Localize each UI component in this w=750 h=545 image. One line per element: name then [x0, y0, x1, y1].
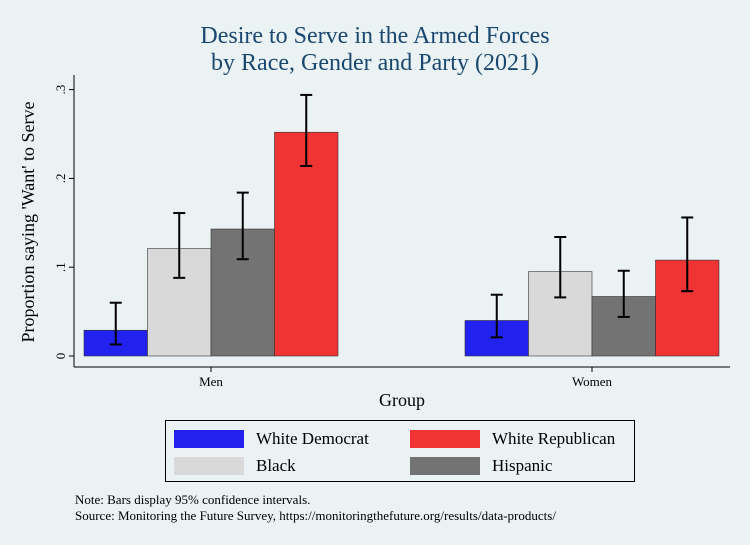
x-tick-label-women: Women: [572, 374, 613, 389]
legend: White Democrat White Republican Black Hi…: [165, 420, 635, 482]
legend-item-white-republican: White Republican: [410, 429, 615, 449]
legend-item-black: Black: [174, 456, 296, 476]
legend-label-white-democrat: White Democrat: [256, 429, 369, 448]
ci-note: Note: Bars display 95% confidence interv…: [75, 492, 311, 507]
x-tick-label-men: Men: [199, 374, 223, 389]
legend-label-white-republican: White Republican: [492, 429, 616, 448]
y-tick-label: .3: [53, 85, 68, 95]
error-bar: [109, 301, 122, 346]
legend-label-black: Black: [256, 456, 296, 475]
bar-white-republican-men: [274, 131, 339, 357]
error-bar: [490, 293, 503, 339]
error-bar: [554, 236, 567, 299]
error-bar: [617, 269, 630, 318]
legend-item-hispanic: Hispanic: [410, 456, 552, 476]
bar-chart: 0 .1 .2 .3 Men Women Proportion saying 'Want…: [18, 75, 730, 410]
error-bar: [236, 191, 249, 261]
error-bar: [173, 212, 186, 279]
source-note: Source: Monitoring the Future Survey, ht…: [75, 508, 556, 523]
y-axis-title: Proportion saying 'Want' to Serve: [18, 101, 38, 342]
y-tick-label: 0: [53, 353, 68, 360]
y-tick-label: .1: [53, 262, 68, 272]
error-bar: [681, 216, 694, 293]
y-tick-label: .2: [53, 174, 68, 184]
legend-swatch-white-democrat: [174, 430, 244, 448]
legend-swatch-white-republican: [410, 430, 480, 448]
chart-title-line-1: Desire to Serve in the Armed Forces: [200, 23, 550, 49]
chart-title-line-2: by Race, Gender and Party (2021): [211, 50, 539, 76]
x-axis-title: Group: [379, 390, 425, 410]
error-bar: [300, 93, 313, 167]
legend-item-white-democrat: White Democrat: [174, 429, 369, 449]
legend-swatch-black: [174, 457, 244, 475]
legend-swatch-hispanic: [410, 457, 480, 475]
legend-label-hispanic: Hispanic: [492, 456, 553, 475]
